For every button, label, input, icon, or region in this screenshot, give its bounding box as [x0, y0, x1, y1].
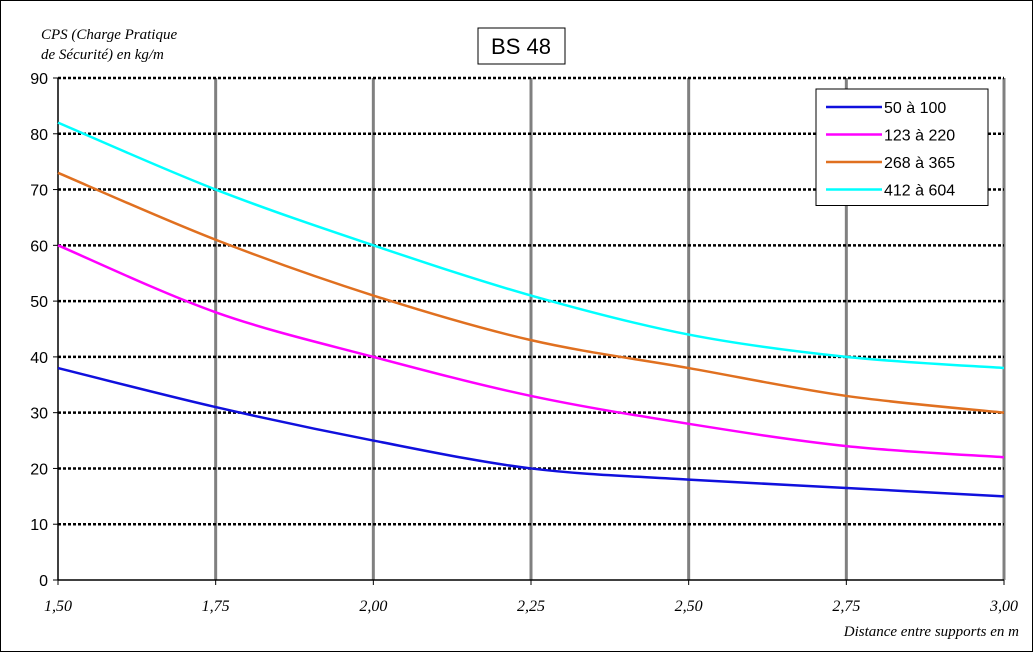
- x-tick-label: 2,25: [517, 598, 545, 615]
- y-axis-title-line-2: de Sécurité) en kg/m: [41, 47, 164, 63]
- y-tick-label: 70: [30, 183, 48, 200]
- x-tick-labels: 1,50 1,75 2,00 2,25 2,50 2,75 3,00: [44, 598, 1018, 615]
- legend: 50 à 100 123 à 220 268 à 365 412 à 604: [815, 88, 989, 206]
- legend-box: [815, 88, 989, 206]
- series-line: [57, 121, 1005, 370]
- chart-title-box: [477, 27, 566, 65]
- series-line: [57, 171, 1005, 414]
- y-axis-title-line-1: CPS (Charge Pratique: [41, 27, 177, 43]
- x-tick-label: 2,50: [675, 598, 703, 615]
- y-tick-label: 20: [30, 461, 48, 478]
- legend-label: 123 à 220: [884, 128, 955, 145]
- y-tick-label: 80: [30, 127, 48, 144]
- x-tick-label: 3,00: [989, 598, 1018, 615]
- x-tick-label: 1,50: [44, 598, 72, 615]
- y-tick-label: 60: [30, 238, 48, 255]
- x-tick-label: 1,75: [202, 598, 230, 615]
- axes: [53, 77, 1005, 585]
- legend-label: 268 à 365: [884, 155, 955, 172]
- x-axis-title: Distance entre supports en m: [843, 624, 1019, 640]
- y-tick-label: 10: [30, 517, 48, 534]
- y-tick-labels: 0 10 20 30 40 50 60 70 80 90: [30, 71, 48, 590]
- series-lines: [57, 121, 1005, 498]
- chart-title: BS 48: [491, 34, 551, 59]
- legend-label: 50 à 100: [884, 100, 946, 117]
- y-tick-label: 0: [39, 573, 48, 590]
- series-line: [57, 366, 1005, 498]
- x-tick-label: 2,00: [359, 598, 387, 615]
- series-line: [57, 244, 1005, 459]
- legend-label: 412 à 604: [884, 183, 955, 200]
- y-tick-label: 90: [30, 71, 48, 88]
- x-tick-label: 2,75: [832, 598, 860, 615]
- y-tick-label: 40: [30, 350, 48, 367]
- y-tick-label: 50: [30, 294, 48, 311]
- y-tick-label: 30: [30, 406, 48, 423]
